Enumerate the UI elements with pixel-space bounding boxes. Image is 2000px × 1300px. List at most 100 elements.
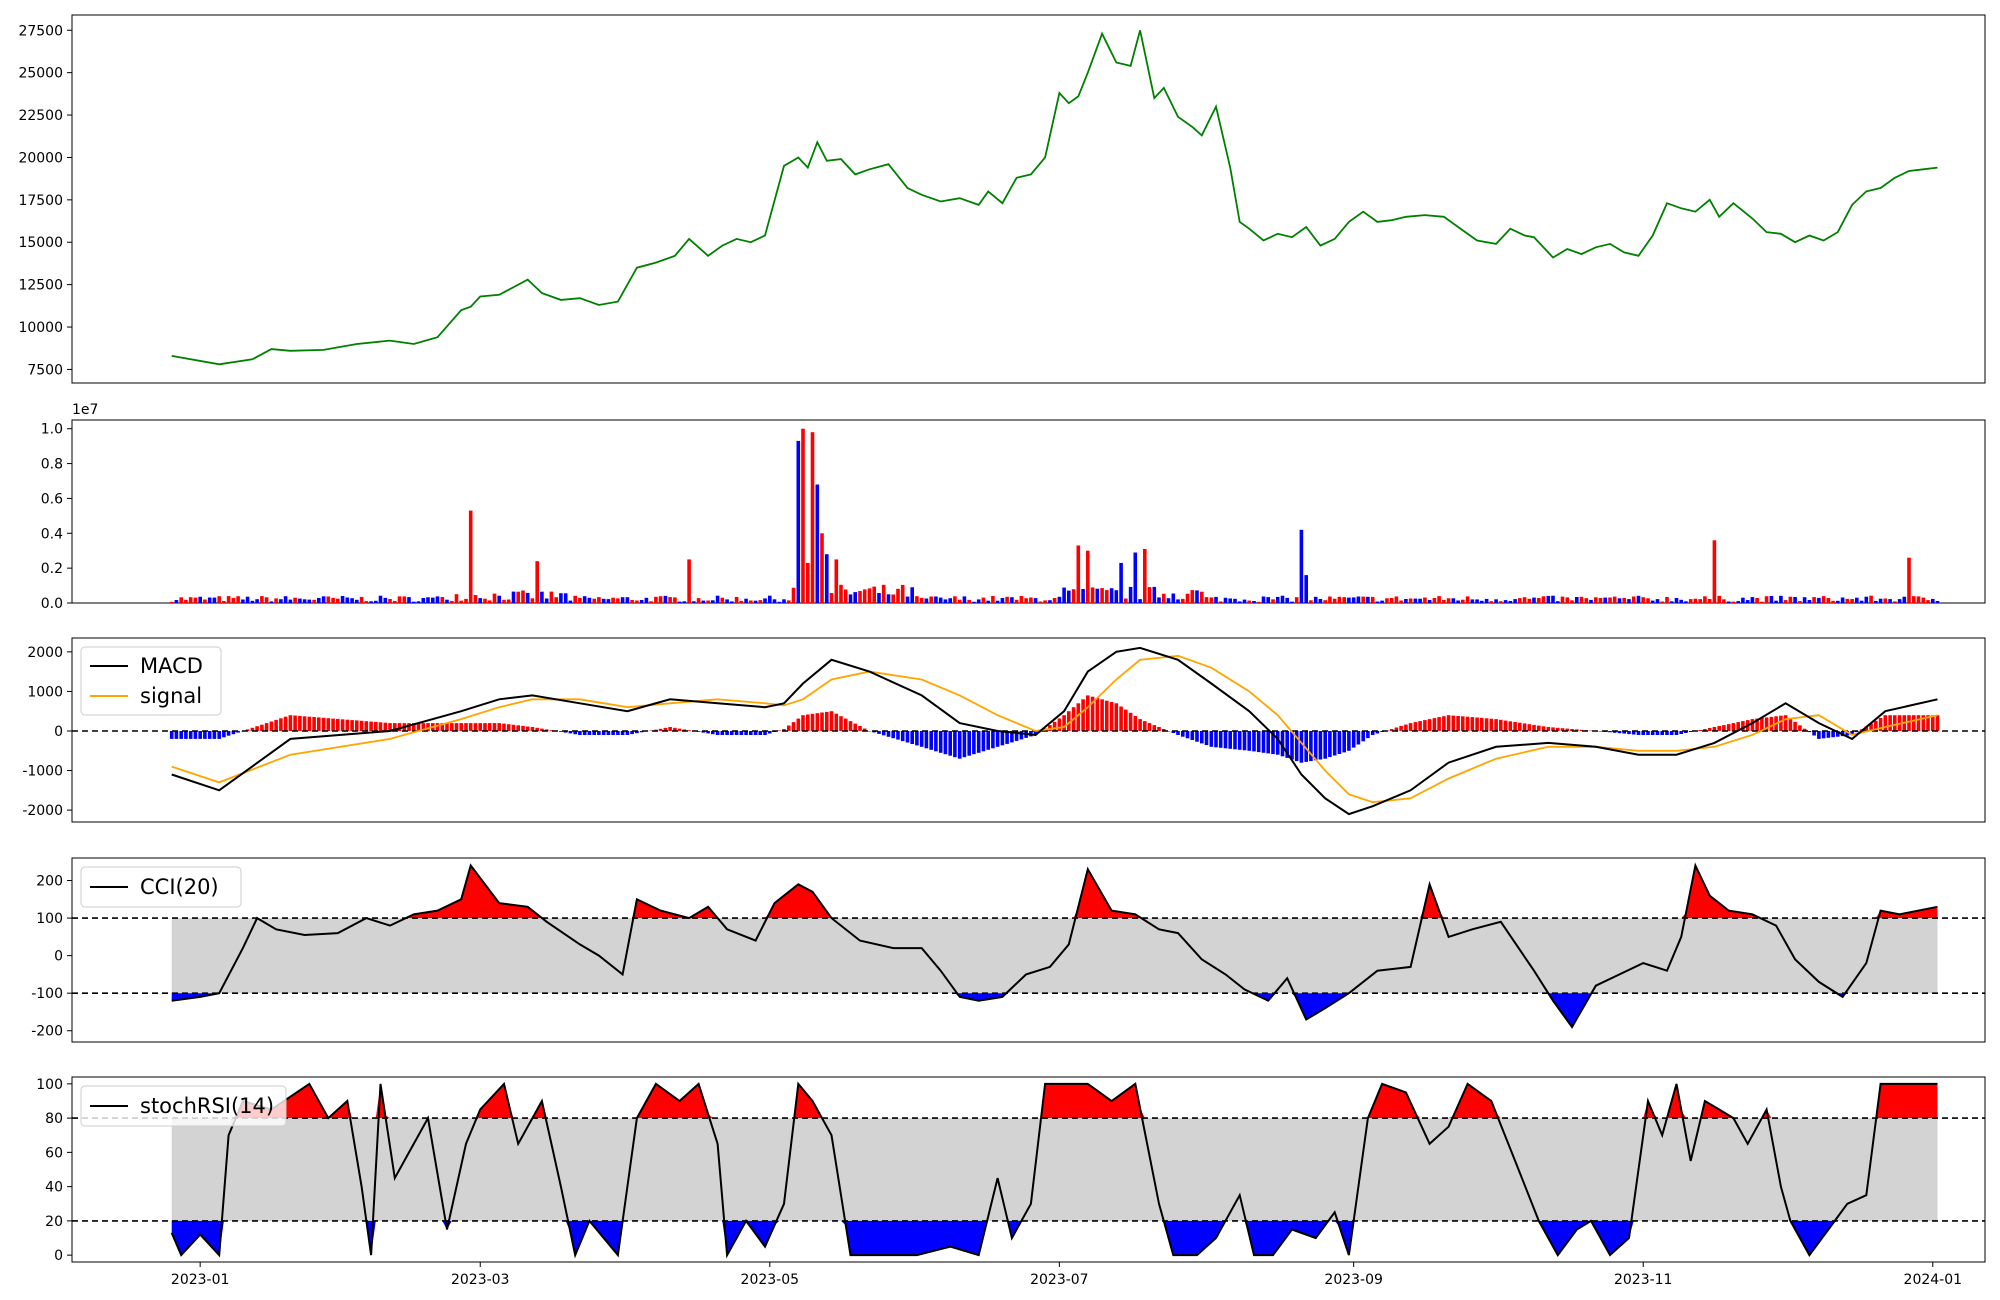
y-tick-label: 15000 xyxy=(18,235,63,251)
volume-bar xyxy=(255,599,259,603)
histogram-bar xyxy=(1817,731,1821,739)
histogram-bar xyxy=(1214,731,1218,748)
histogram-bar xyxy=(1931,715,1935,731)
volume-bar xyxy=(1475,599,1479,603)
histogram-bar xyxy=(1461,716,1465,731)
histogram-bar xyxy=(1138,719,1142,731)
histogram-bar xyxy=(516,725,520,731)
volume-bar xyxy=(1309,600,1313,603)
histogram-bar xyxy=(540,728,544,731)
volume-bar xyxy=(184,599,188,603)
volume-bar xyxy=(825,554,829,603)
volume-bar xyxy=(582,596,587,603)
volume-bar xyxy=(1195,590,1199,603)
volume-bars xyxy=(169,428,1940,603)
histogram-bar xyxy=(1655,731,1660,735)
volume-bar xyxy=(1442,599,1446,603)
volume-bar xyxy=(943,599,948,603)
volume-bar xyxy=(753,600,758,603)
volume-bar xyxy=(649,601,653,603)
histogram-bar xyxy=(549,730,554,731)
volume-bar xyxy=(1138,599,1142,603)
histogram-bar xyxy=(620,731,625,735)
histogram-bar xyxy=(587,731,592,735)
volume-bar xyxy=(563,593,568,603)
volume-bar xyxy=(1575,597,1579,603)
volume-bar xyxy=(207,597,212,603)
volume-bar xyxy=(364,601,369,603)
histogram-bar xyxy=(203,731,207,739)
histogram-bar xyxy=(1275,731,1280,755)
histogram-bar xyxy=(1389,729,1394,731)
histogram-bar xyxy=(1332,731,1337,756)
volume-bar xyxy=(687,559,691,603)
histogram-bar xyxy=(450,723,454,731)
volume-bar xyxy=(673,597,677,603)
volume-bar xyxy=(915,596,919,603)
histogram-bar xyxy=(601,731,606,735)
histogram-bar xyxy=(1764,717,1769,731)
volume-bar xyxy=(1817,597,1821,603)
volume-bar xyxy=(450,600,454,603)
histogram-bar xyxy=(1608,731,1612,733)
volume-bar xyxy=(1480,600,1484,603)
volume-bar xyxy=(1190,590,1195,603)
y-tick-label: 7500 xyxy=(27,362,63,378)
volume-bar xyxy=(554,597,558,603)
histogram-bar xyxy=(1503,720,1508,731)
volume-bar xyxy=(1048,600,1052,603)
volume-bar xyxy=(848,594,853,603)
histogram-bar xyxy=(331,718,335,731)
price-panel-frame xyxy=(71,14,1986,384)
volume-bar xyxy=(549,591,554,603)
histogram-bar xyxy=(1717,726,1721,731)
volume-bar xyxy=(1024,598,1028,603)
volume-bar xyxy=(1688,599,1693,603)
histogram-bar xyxy=(787,725,791,731)
histogram-bar xyxy=(492,723,497,731)
volume-bar xyxy=(1489,601,1494,603)
volume-bar xyxy=(1242,599,1247,603)
volume-bar xyxy=(734,596,739,603)
volume-bar xyxy=(658,596,663,603)
histogram-bar xyxy=(972,731,976,755)
histogram-bar xyxy=(1935,715,1940,731)
histogram-bar xyxy=(1162,729,1166,731)
volume-bar xyxy=(1247,600,1251,603)
histogram-bar xyxy=(810,713,815,731)
volume-bar xyxy=(1366,596,1370,603)
volume-bar xyxy=(169,601,174,603)
volume-bar xyxy=(1408,598,1413,603)
volume-bar xyxy=(1052,598,1057,603)
volume-bar xyxy=(1551,595,1555,603)
volume-bar xyxy=(1579,596,1584,603)
volume-bar xyxy=(454,594,459,603)
histogram-bar xyxy=(1114,703,1119,731)
volume-bar xyxy=(1769,596,1774,603)
volume-bar xyxy=(1432,598,1437,603)
volume-bar xyxy=(1086,550,1090,603)
volume-bar xyxy=(1859,600,1864,603)
y-tick-label: 0.0 xyxy=(41,596,63,612)
volume-bar xyxy=(1522,597,1527,603)
volume-bar xyxy=(1304,575,1308,603)
y-tick-label: 200 xyxy=(36,874,63,890)
volume-bar xyxy=(511,591,516,603)
volume-bar xyxy=(1171,593,1176,603)
volume-bar xyxy=(279,599,283,603)
volume-bar xyxy=(412,601,416,603)
volume-bar xyxy=(972,601,976,603)
histogram-bar xyxy=(1313,731,1318,761)
histogram-bar xyxy=(1361,731,1365,742)
volume-bar xyxy=(730,601,734,603)
histogram-bar xyxy=(1190,731,1195,740)
histogram-bar xyxy=(995,731,1000,747)
histogram-bar xyxy=(1499,719,1503,731)
volume-bar xyxy=(1114,590,1119,603)
volume-bar xyxy=(1513,599,1517,603)
volume-bar xyxy=(1589,599,1593,603)
histogram-bar xyxy=(340,719,345,731)
volume-bar xyxy=(1798,601,1802,603)
volume-bar xyxy=(929,596,933,603)
volume-bar xyxy=(1256,601,1261,603)
